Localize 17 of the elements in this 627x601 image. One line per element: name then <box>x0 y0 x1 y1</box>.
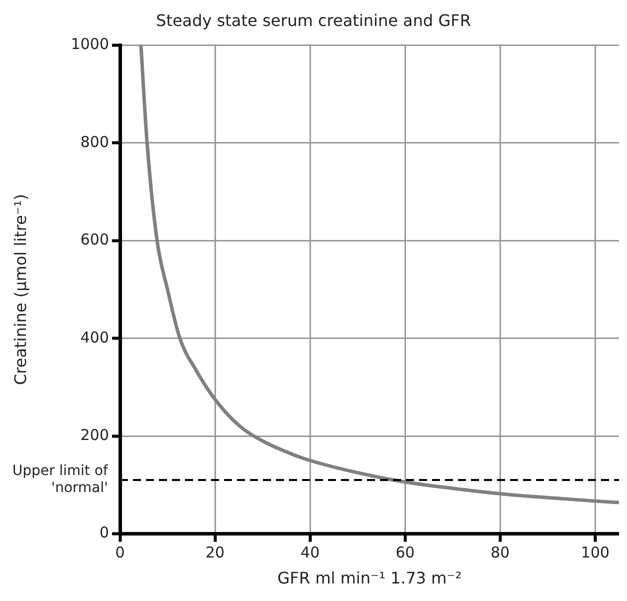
x-tick-label: 80 <box>490 544 510 562</box>
y-axis-title: Creatinine (μmol litre⁻¹) <box>10 194 30 386</box>
x-tick-label: 60 <box>396 544 415 562</box>
chart-title: Steady state serum creatinine and GFR <box>156 10 471 30</box>
y-tick-label: 800 <box>80 132 109 151</box>
line-series <box>139 45 619 504</box>
y-tick-label: 200 <box>80 426 109 444</box>
y-tick-label: 0 <box>99 524 109 542</box>
x-tick-label: 100 <box>580 544 610 562</box>
x-tick-label: 0 <box>115 544 125 562</box>
y-tick-label: 400 <box>80 328 109 346</box>
y-tick-label: 600 <box>80 230 109 249</box>
y-tick-label: 1000 <box>70 35 109 54</box>
x-tick-label: 20 <box>206 544 225 562</box>
ref-line-label: Upper limit of 'normal' <box>12 463 110 496</box>
x-tick-label: 40 <box>300 544 320 562</box>
x-axis-title: GFR ml min⁻¹ 1.73 m⁻² <box>277 568 462 588</box>
